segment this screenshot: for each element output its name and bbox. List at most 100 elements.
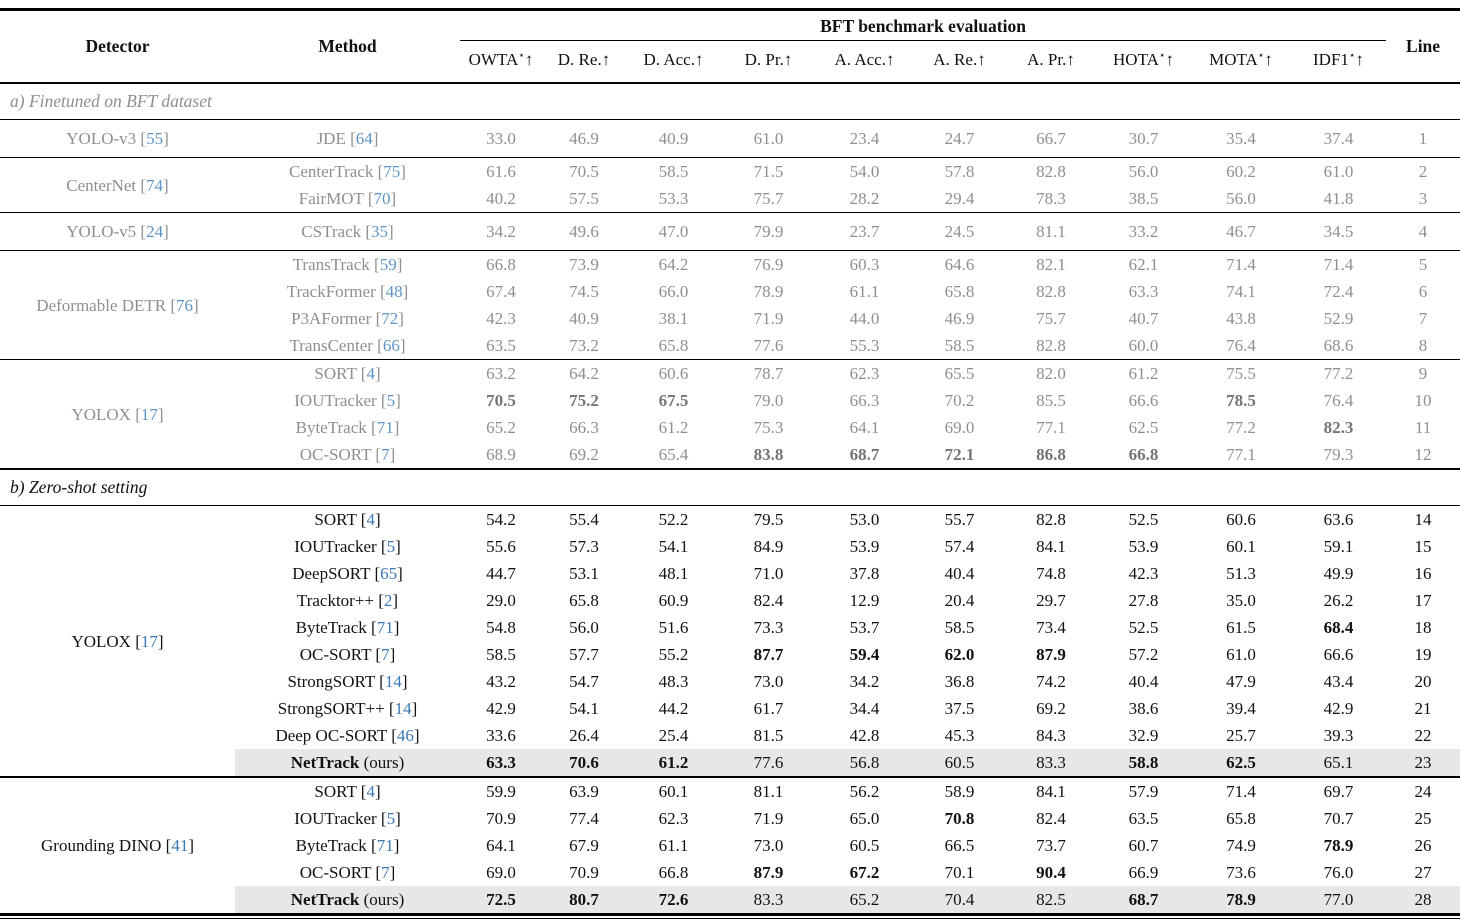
metric-value: 56.0 xyxy=(569,618,599,637)
metric-value: 79.3 xyxy=(1323,445,1354,464)
metric-value: 64.1 xyxy=(849,418,880,437)
metric-value: 60.1 xyxy=(658,782,689,801)
metric-value: 51.6 xyxy=(658,618,689,637)
table-row: Grounding DINO [41] SORT [4] 59.9 63.9 60.1 8… xyxy=(0,777,1460,855)
metric-value: 71.4 xyxy=(1323,255,1354,274)
citation-link[interactable]: 5 xyxy=(386,391,396,410)
line-number: 27 xyxy=(1414,863,1432,882)
detector-cell: YOLOX [17] xyxy=(71,404,164,424)
metric-value: 58.5 xyxy=(944,618,975,637)
metric-value: 68.9 xyxy=(486,445,516,464)
citation-link[interactable]: 70 xyxy=(373,189,391,208)
citation-link[interactable]: 35 xyxy=(371,222,389,241)
metric-value: 34.5 xyxy=(1323,222,1354,241)
metric-value: 60.5 xyxy=(913,749,1006,777)
metric-value: 63.5 xyxy=(1128,809,1159,828)
metric-value: 57.4 xyxy=(944,537,975,556)
citation-link[interactable]: 66 xyxy=(382,336,400,355)
metric-value: 80.7 xyxy=(542,886,626,915)
metric-value: 76.4 xyxy=(1226,336,1256,355)
metric-value: 41.8 xyxy=(1323,189,1354,208)
citation-link[interactable]: 72 xyxy=(381,309,399,328)
line-number: 1 xyxy=(1418,129,1428,148)
metric-value: 65.8 xyxy=(658,336,689,355)
metric-value: 34.2 xyxy=(849,672,880,691)
citation-link[interactable]: 71 xyxy=(376,618,394,637)
metric-value: 65.5 xyxy=(944,364,975,383)
table-row: YOLOX [17] SORT [4] 63.2 64.2 60.6 78.7 62.3 65… xyxy=(0,360,1460,424)
citation-link[interactable]: 71 xyxy=(376,418,394,437)
method-cell: ByteTrack [71] xyxy=(295,418,400,437)
citation-link[interactable]: 64 xyxy=(355,129,373,148)
citation-link[interactable]: 17 xyxy=(140,631,158,651)
citation-link[interactable]: 17 xyxy=(140,404,158,424)
metric-value: 34.4 xyxy=(849,699,880,718)
metric-value: 58.8 xyxy=(1096,749,1191,777)
metric-value: 77.4 xyxy=(569,809,599,828)
line-number: 20 xyxy=(1414,672,1432,691)
method-cell: Deep OC-SORT [46] xyxy=(275,726,420,745)
citation-link[interactable]: 65 xyxy=(380,564,398,583)
citation-link[interactable]: 7 xyxy=(381,863,390,882)
benchmark-table-wrapper: Detector Method BFT benchmark evaluation… xyxy=(0,8,1460,919)
citation-link[interactable]: 75 xyxy=(383,162,401,181)
metric-value: 81.1 xyxy=(753,782,784,801)
metric-value: 20.4 xyxy=(944,591,975,610)
citation-link[interactable]: 46 xyxy=(396,726,414,745)
table-row: IOUTracker [5] 70.5 75.2 67.5 79.0 66.3 70.2 85… xyxy=(0,387,1460,414)
citation-link[interactable]: 7 xyxy=(381,645,390,664)
metric-value: 55.2 xyxy=(658,645,689,664)
citation-link[interactable]: 4 xyxy=(366,782,375,801)
method-cell: IOUTracker [5] xyxy=(294,391,401,410)
citation-link[interactable]: 14 xyxy=(384,672,402,691)
metric-value: 61.2 xyxy=(1128,364,1159,383)
citation-link[interactable]: 4 xyxy=(366,364,375,383)
metric-value: 48.3 xyxy=(658,672,689,691)
metric-value: 70.9 xyxy=(569,863,599,882)
metric-value: 54.7 xyxy=(569,672,599,691)
citation-link[interactable]: 5 xyxy=(386,537,396,556)
metric-value: 73.9 xyxy=(569,255,599,274)
metric-value: 29.4 xyxy=(944,189,975,208)
citation-link[interactable]: 41 xyxy=(171,836,189,855)
citation-link[interactable]: 14 xyxy=(394,699,412,718)
metric-column-header: A. Re.↑ xyxy=(933,50,986,69)
citation-link[interactable]: 2 xyxy=(383,591,393,610)
citation-link[interactable]: 5 xyxy=(386,809,396,828)
metric-value: 71.9 xyxy=(753,309,784,328)
table-row: OC-SORT [7] 68.9 69.2 65.4 83.8 68.7 72.1 86.8 6… xyxy=(0,441,1460,469)
metric-value: 56.0 xyxy=(1226,189,1256,208)
metric-value: 63.3 xyxy=(1128,282,1159,301)
method-cell: SORT [4] xyxy=(314,782,381,801)
table-row: FairMOT [70] 40.2 57.5 53.3 75.7 28.2 29.4 78.3… xyxy=(0,185,1460,213)
citation-link[interactable]: 59 xyxy=(379,255,397,274)
metric-value: 61.1 xyxy=(849,282,880,301)
citation-link[interactable]: 24 xyxy=(146,222,164,241)
metric-value: 47.9 xyxy=(1226,672,1256,691)
line-number: 9 xyxy=(1418,364,1428,383)
metric-value: 73.4 xyxy=(1036,618,1066,637)
metric-value: 35.4 xyxy=(1226,129,1256,148)
citation-link[interactable]: 48 xyxy=(385,282,403,301)
line-number: 25 xyxy=(1414,809,1432,828)
line-number: 22 xyxy=(1414,726,1432,745)
line-number: 28 xyxy=(1386,886,1460,915)
metric-value: 71.4 xyxy=(1226,782,1256,801)
citation-link[interactable]: 55 xyxy=(146,129,164,148)
line-number: 4 xyxy=(1418,222,1428,241)
metric-value: 69.2 xyxy=(1036,699,1066,718)
metric-value: 72.4 xyxy=(1323,282,1354,301)
metric-value: 58.5 xyxy=(658,162,689,181)
metric-value: 53.0 xyxy=(849,510,880,529)
citation-link[interactable]: 76 xyxy=(176,295,194,315)
table-row: Deep OC-SORT [46] 33.6 26.4 25.4 81.5 42.8 45.… xyxy=(0,722,1460,749)
metric-value: 67.5 xyxy=(658,391,689,410)
metric-value: 70.5 xyxy=(486,391,516,410)
citation-link[interactable]: 74 xyxy=(146,175,164,195)
metric-value: 77.0 xyxy=(1291,886,1387,915)
citation-link[interactable]: 7 xyxy=(381,445,390,464)
citation-link[interactable]: 71 xyxy=(376,836,394,855)
metric-value: 59.4 xyxy=(849,645,880,664)
metric-value: 73.6 xyxy=(1226,863,1256,882)
citation-link[interactable]: 4 xyxy=(366,510,375,529)
